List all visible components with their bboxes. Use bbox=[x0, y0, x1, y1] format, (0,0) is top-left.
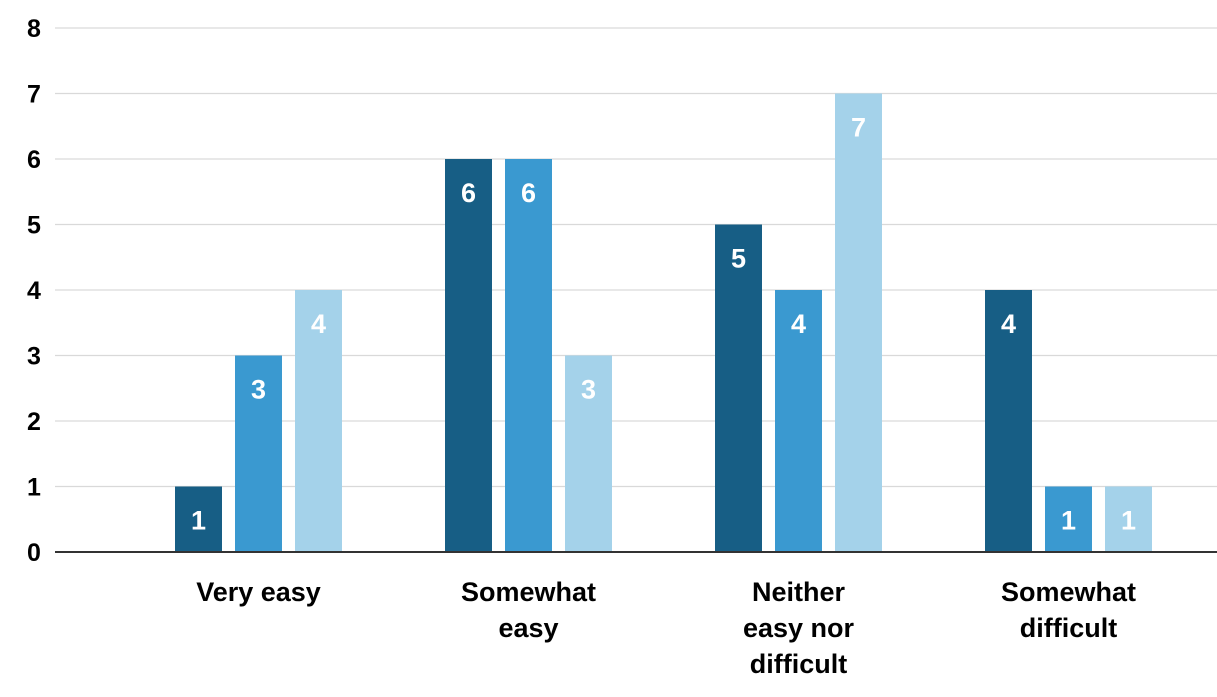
y-tick-label: 0 bbox=[27, 539, 41, 567]
bar bbox=[835, 93, 882, 552]
y-tick-label: 5 bbox=[27, 212, 41, 240]
bar-value-label: 1 bbox=[1061, 506, 1076, 536]
bar-value-label: 4 bbox=[791, 309, 806, 339]
labels: 0 1 2 3 4 5 6 7 8 1 3 4 Very easy 6 6 3 Somewhat easy 5 4 7 N… bbox=[27, 15, 1136, 679]
bar bbox=[235, 355, 282, 552]
category-label: Very easy bbox=[196, 577, 321, 607]
bar-value-label: 4 bbox=[311, 309, 326, 339]
bar-value-label: 1 bbox=[191, 506, 206, 536]
bar-value-label: 4 bbox=[1001, 309, 1016, 339]
y-tick-label: 7 bbox=[27, 81, 41, 109]
bar bbox=[295, 290, 342, 552]
category-label: Somewhat difficult bbox=[1001, 577, 1136, 643]
bar-value-label: 6 bbox=[461, 178, 476, 208]
bar bbox=[1105, 486, 1152, 552]
y-tick-label: 8 bbox=[27, 15, 41, 43]
category-label: Neither easy nor difficult bbox=[743, 577, 855, 679]
bar bbox=[715, 224, 762, 552]
bar-value-label: 3 bbox=[251, 375, 266, 405]
bar-value-label: 6 bbox=[521, 178, 536, 208]
bar bbox=[775, 290, 822, 552]
bar-value-label: 3 bbox=[581, 375, 596, 405]
y-tick-label: 1 bbox=[27, 474, 41, 502]
bar bbox=[505, 159, 552, 552]
bar bbox=[1045, 486, 1092, 552]
bar bbox=[565, 355, 612, 552]
y-tick-label: 6 bbox=[27, 146, 41, 174]
category-label: Somewhat easy bbox=[461, 577, 596, 643]
bar-value-label: 7 bbox=[851, 113, 866, 143]
bar-value-label: 1 bbox=[1121, 506, 1136, 536]
y-tick-label: 3 bbox=[27, 343, 41, 371]
bar-value-label: 5 bbox=[731, 244, 746, 274]
bar bbox=[985, 290, 1032, 552]
y-tick-label: 4 bbox=[27, 277, 41, 305]
bars bbox=[175, 93, 1152, 552]
y-tick-label: 2 bbox=[27, 408, 41, 436]
bar bbox=[445, 159, 492, 552]
gridlines bbox=[55, 27, 1217, 488]
bar bbox=[175, 486, 222, 552]
